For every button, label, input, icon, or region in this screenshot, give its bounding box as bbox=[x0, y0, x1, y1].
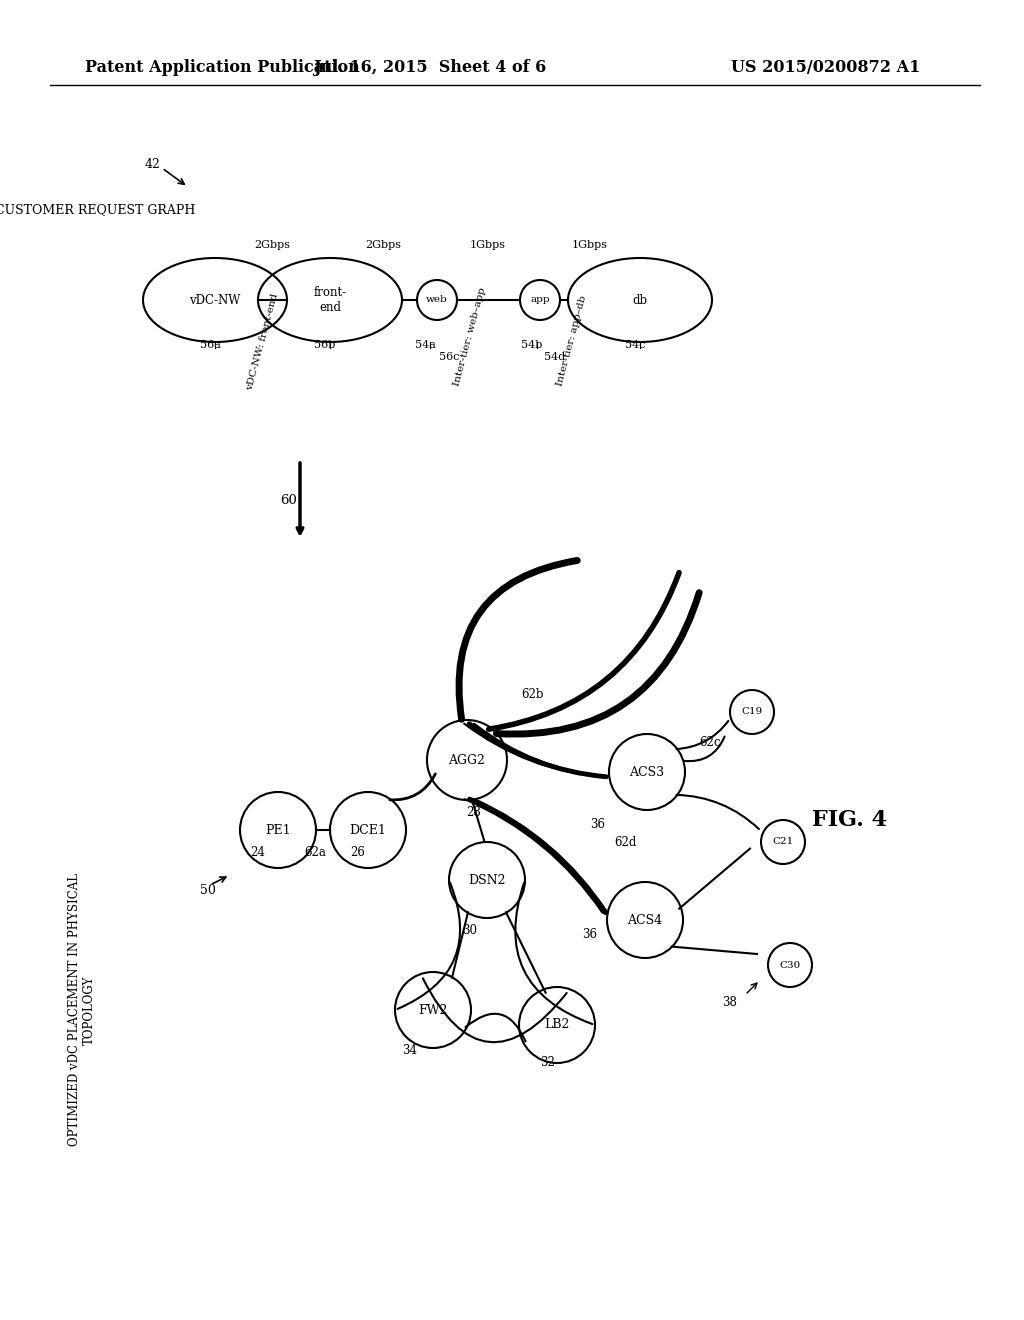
Text: 32: 32 bbox=[541, 1056, 555, 1068]
Text: vDC-NW: vDC-NW bbox=[189, 293, 241, 306]
FancyArrowPatch shape bbox=[677, 795, 759, 829]
Text: LB2: LB2 bbox=[545, 1019, 569, 1031]
Text: 60: 60 bbox=[280, 494, 297, 507]
FancyArrowPatch shape bbox=[390, 774, 435, 800]
FancyArrowPatch shape bbox=[470, 799, 605, 912]
Text: DSN2: DSN2 bbox=[468, 874, 506, 887]
Text: Inter-tier: app–db: Inter-tier: app–db bbox=[555, 294, 588, 387]
Text: Inter-tier: web–app: Inter-tier: web–app bbox=[452, 286, 487, 387]
Text: PE1: PE1 bbox=[265, 824, 291, 837]
Text: 54b: 54b bbox=[521, 341, 543, 350]
Text: db: db bbox=[633, 293, 647, 306]
Text: AGG2: AGG2 bbox=[449, 754, 485, 767]
Text: FW2: FW2 bbox=[419, 1003, 447, 1016]
Text: 62d: 62d bbox=[613, 836, 636, 849]
Text: 36: 36 bbox=[591, 818, 605, 832]
Text: C21: C21 bbox=[772, 837, 794, 846]
Text: 54c: 54c bbox=[625, 341, 645, 350]
Text: ACS4: ACS4 bbox=[628, 913, 663, 927]
FancyArrowPatch shape bbox=[488, 573, 679, 729]
Text: C19: C19 bbox=[741, 708, 763, 717]
Text: ACS3: ACS3 bbox=[630, 766, 665, 779]
Text: 2Gbps: 2Gbps bbox=[365, 240, 401, 249]
FancyArrowPatch shape bbox=[459, 561, 578, 719]
FancyArrowPatch shape bbox=[474, 799, 607, 912]
Text: Patent Application Publication: Patent Application Publication bbox=[85, 59, 359, 77]
Text: 2Gbps: 2Gbps bbox=[254, 240, 290, 249]
Text: 38: 38 bbox=[723, 995, 737, 1008]
FancyArrowPatch shape bbox=[474, 723, 608, 776]
FancyArrowPatch shape bbox=[397, 883, 460, 1008]
Text: vDC-NW: front-end: vDC-NW: front-end bbox=[245, 293, 280, 392]
Text: US 2015/0200872 A1: US 2015/0200872 A1 bbox=[731, 59, 920, 77]
FancyArrowPatch shape bbox=[677, 721, 728, 748]
FancyArrowPatch shape bbox=[469, 723, 606, 776]
Text: 1Gbps: 1Gbps bbox=[572, 240, 608, 249]
Text: front-
end: front- end bbox=[313, 286, 346, 314]
FancyArrowPatch shape bbox=[465, 799, 602, 912]
Text: 62c: 62c bbox=[699, 735, 721, 748]
Text: CUSTOMER REQUEST GRAPH: CUSTOMER REQUEST GRAPH bbox=[0, 203, 196, 216]
FancyArrowPatch shape bbox=[466, 1014, 525, 1041]
Text: 56a: 56a bbox=[200, 341, 220, 350]
Text: DCE1: DCE1 bbox=[349, 824, 386, 837]
Text: 36: 36 bbox=[583, 928, 597, 941]
Text: 56b: 56b bbox=[314, 341, 336, 350]
Text: OPTIMIZED vDC PLACEMENT IN PHYSICAL
TOPOLOGY: OPTIMIZED vDC PLACEMENT IN PHYSICAL TOPO… bbox=[68, 874, 96, 1147]
FancyArrowPatch shape bbox=[464, 723, 603, 776]
Text: 30: 30 bbox=[463, 924, 477, 936]
Text: 1Gbps: 1Gbps bbox=[470, 240, 506, 249]
FancyArrowPatch shape bbox=[497, 593, 699, 734]
FancyArrowPatch shape bbox=[423, 978, 566, 1043]
Text: C30: C30 bbox=[779, 961, 801, 969]
Text: 50: 50 bbox=[200, 883, 216, 896]
Text: 62a: 62a bbox=[304, 846, 326, 858]
Text: FIG. 4: FIG. 4 bbox=[812, 809, 888, 832]
Text: 34: 34 bbox=[402, 1044, 418, 1056]
Text: 26: 26 bbox=[350, 846, 366, 858]
FancyArrowPatch shape bbox=[515, 883, 592, 1024]
Text: 28: 28 bbox=[467, 805, 481, 818]
Text: app: app bbox=[530, 296, 550, 305]
Text: web: web bbox=[426, 296, 447, 305]
Text: 42: 42 bbox=[145, 158, 161, 172]
Text: 62b: 62b bbox=[522, 689, 544, 701]
FancyArrowPatch shape bbox=[684, 737, 725, 762]
Text: 54d: 54d bbox=[545, 352, 565, 362]
Text: 24: 24 bbox=[251, 846, 265, 858]
Text: 56c: 56c bbox=[438, 352, 459, 362]
Text: 54a: 54a bbox=[415, 341, 435, 350]
Text: Jul. 16, 2015  Sheet 4 of 6: Jul. 16, 2015 Sheet 4 of 6 bbox=[313, 59, 547, 77]
